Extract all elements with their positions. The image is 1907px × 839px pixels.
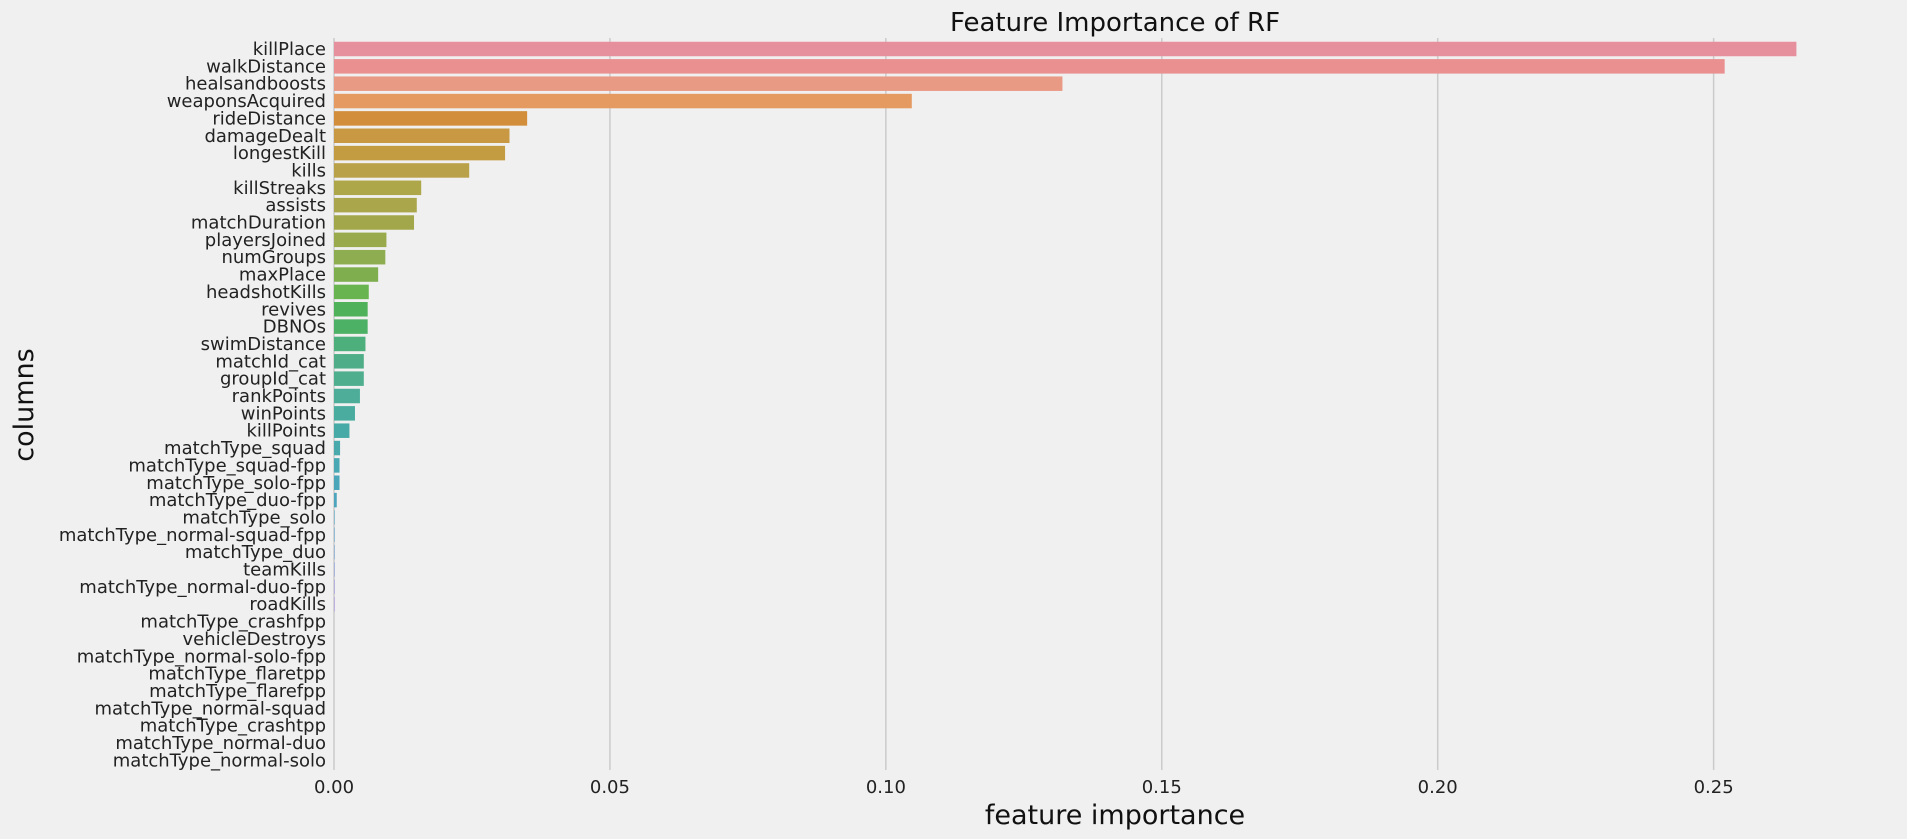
bar-killPoints [334, 423, 350, 438]
x-tick-label: 0.05 [590, 777, 630, 798]
y-tick-label: swimDistance [201, 334, 326, 355]
bar-matchType_solo [334, 510, 335, 525]
bar-rankPoints [334, 388, 360, 404]
x-tick-labels: 0.00 0.05 0.10 0.15 0.20 0.25 [314, 777, 1734, 798]
y-tick-label: matchId_cat [215, 351, 326, 372]
x-tick-label: 0.15 [1142, 777, 1182, 798]
y-tick-label: killPoints [247, 421, 327, 442]
y-tick-label: matchType_normal-duo-fpp [79, 577, 326, 598]
bar-winPoints [334, 406, 355, 421]
bar-walkDistance [334, 59, 1725, 74]
bar-revives [334, 302, 368, 317]
bar-swimDistance [334, 336, 366, 352]
bar-DBNOs [334, 319, 368, 334]
bar-kills [334, 163, 470, 178]
y-tick-labels: killPlacewalkDistancehealsandboostsweapo… [59, 39, 326, 771]
bars [334, 41, 1797, 612]
y-tick-label: matchType_flaretpp [148, 664, 326, 685]
y-tick-label: DBNOs [263, 317, 326, 338]
bar-roadKills [334, 596, 335, 612]
y-tick-label: teamKills [243, 560, 326, 581]
bar-rideDistance [334, 111, 528, 126]
y-tick-label: killStreaks [233, 178, 326, 199]
y-tick-label: matchType_flarefpp [149, 681, 326, 702]
y-tick-label: vehicleDestroys [182, 629, 326, 650]
bar-matchType_duo-fpp [334, 492, 337, 508]
y-tick-label: roadKills [249, 594, 326, 615]
y-tick-label: playersJoined [205, 230, 326, 251]
bar-matchType_normal-duo-fpp [334, 579, 335, 595]
y-tick-label: matchType_crashtpp [140, 716, 326, 737]
bar-matchType_squad [334, 440, 341, 456]
x-tick-label: 0.20 [1418, 777, 1458, 798]
y-tick-label: matchDuration [191, 213, 326, 234]
y-tick-label: assists [265, 195, 326, 216]
y-tick-label: rideDistance [212, 108, 326, 129]
y-tick-label: matchType_normal-solo [113, 750, 326, 771]
bar-assists [334, 197, 417, 213]
bar-groupId_cat [334, 371, 364, 386]
bar-teamKills [334, 562, 335, 577]
y-tick-label: winPoints [241, 403, 326, 424]
y-tick-label: matchType_solo-fpp [146, 473, 326, 494]
y-tick-label: numGroups [221, 247, 326, 268]
x-axis-label: feature importance [985, 800, 1245, 831]
y-tick-label: matchType_duo [185, 542, 326, 563]
y-tick-label: groupId_cat [220, 369, 326, 390]
bar-matchType_solo-fpp [334, 475, 340, 490]
y-tick-label: longestKill [233, 143, 326, 164]
x-tick-label: 0.10 [866, 777, 906, 798]
bar-weaponsAcquired [334, 93, 912, 109]
y-tick-label: maxPlace [239, 265, 326, 286]
bar-healsandboosts [334, 76, 1063, 91]
y-tick-label: matchType_normal-squad [94, 698, 326, 719]
y-tick-label: rankPoints [232, 386, 326, 407]
bar-matchId_cat [334, 354, 364, 369]
bar-matchType_duo [334, 544, 335, 560]
bar-killStreaks [334, 180, 422, 196]
y-tick-label: weaponsAcquired [167, 91, 326, 112]
y-tick-label: matchType_crashfpp [140, 612, 326, 633]
bar-numGroups [334, 249, 386, 265]
bar-matchType_normal-squad-fpp [334, 527, 335, 543]
bar-damageDealt [334, 128, 510, 143]
y-tick-label: matchType_normal-squad-fpp [59, 525, 326, 546]
x-tick-label: 0.00 [314, 777, 354, 798]
y-tick-label: revives [261, 299, 326, 320]
y-tick-label: healsandboosts [185, 74, 326, 95]
y-tick-label: matchType_squad-fpp [128, 455, 326, 476]
bar-matchDuration [334, 215, 415, 230]
x-tick-label: 0.25 [1694, 777, 1734, 798]
bar-headshotKills [334, 284, 369, 300]
y-tick-label: damageDealt [204, 126, 326, 147]
y-tick-label: matchType_solo [182, 507, 326, 528]
bar-matchType_squad-fpp [334, 458, 340, 473]
y-tick-label: killPlace [253, 39, 326, 60]
bar-longestKill [334, 145, 506, 161]
gridlines [333, 38, 1715, 770]
bar-maxPlace [334, 267, 379, 282]
bar-killPlace [334, 41, 1797, 57]
bar-playersJoined [334, 232, 387, 248]
y-tick-label: walkDistance [206, 56, 326, 77]
y-tick-label: headshotKills [206, 282, 326, 303]
y-tick-label: matchType_normal-solo-fpp [77, 646, 326, 667]
y-tick-label: matchType_normal-duo [115, 733, 326, 754]
y-tick-label: matchType_squad [164, 438, 326, 459]
y-tick-label: matchType_duo-fpp [149, 490, 326, 511]
y-tick-label: kills [291, 160, 326, 181]
chart-title: Feature Importance of RF [950, 8, 1280, 38]
y-axis-label: columns [9, 348, 40, 461]
